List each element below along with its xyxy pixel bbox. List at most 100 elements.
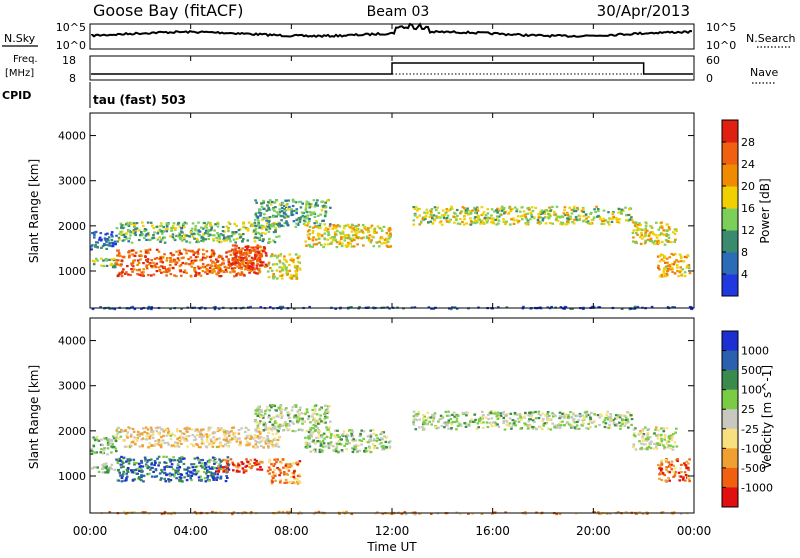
echo-cell [430, 423, 433, 426]
echo-cell [237, 428, 241, 432]
echo-cell [197, 221, 200, 224]
velocity-colorbar-frame [721, 330, 739, 508]
echo-cell [373, 446, 377, 449]
echo-cell [326, 428, 329, 431]
echo-cell [190, 463, 193, 466]
echo-cell [288, 253, 292, 256]
echo-cell [100, 448, 103, 451]
echo-cell [679, 255, 683, 258]
echo-cell [296, 265, 299, 268]
echo-cell [257, 414, 261, 417]
echo-cell [314, 225, 317, 228]
echo-cell [254, 446, 258, 449]
echo-cell [424, 419, 428, 422]
echo-cell [678, 253, 682, 256]
echo-cell [285, 260, 289, 263]
echo-cell [283, 255, 286, 258]
echo-cell [201, 269, 205, 273]
echo-cell [178, 225, 182, 228]
echo-cell [231, 231, 234, 234]
echo-cell [169, 235, 172, 238]
echo-cell [127, 224, 131, 227]
velocity-colorbar-segment [722, 487, 738, 508]
echo-cell [272, 464, 276, 468]
echo-cell [92, 445, 96, 448]
echo-cell [580, 210, 584, 213]
echo-cell [314, 203, 318, 206]
echo-cell [319, 222, 322, 225]
echo-cell [109, 466, 112, 469]
echo-cell [354, 225, 357, 228]
echo-cell [313, 417, 317, 420]
echo-cell [461, 411, 465, 414]
echo-cell [215, 470, 219, 473]
echo-cell [248, 249, 251, 252]
echo-cell [101, 471, 105, 474]
echo-cell [378, 240, 381, 243]
echo-cell [295, 218, 299, 221]
echo-cell [544, 222, 548, 225]
echo-cell [239, 248, 242, 251]
echo-cell [147, 307, 150, 310]
echo-cell [376, 241, 379, 244]
echo-cell [490, 425, 494, 428]
echo-cell [227, 432, 231, 435]
echo-cell [373, 445, 377, 448]
echo-cell [333, 231, 337, 234]
echo-cell [586, 220, 590, 223]
echo-cell [162, 430, 166, 433]
echo-cell [268, 199, 272, 202]
echo-cell [677, 275, 680, 278]
power-colorbar-segment [722, 186, 738, 209]
echo-cell [219, 442, 223, 445]
echo-cell [412, 410, 416, 413]
echo-cell [226, 430, 229, 433]
echo-cell [191, 262, 195, 265]
echo-cell [372, 438, 376, 441]
echo-cell [542, 417, 545, 421]
echo-cell [373, 231, 376, 234]
echo-cell [582, 418, 585, 421]
echo-cell [221, 257, 224, 260]
echo-cell [485, 221, 489, 224]
echo-cell [670, 266, 674, 270]
echo-cell [505, 220, 508, 223]
echo-cell [581, 424, 584, 427]
echo-cell [325, 410, 329, 413]
echo-cell [169, 307, 172, 310]
echo-cell [494, 424, 497, 427]
echo-cell [194, 225, 198, 228]
echo-cell [501, 412, 505, 415]
echo-cell [242, 221, 245, 224]
echo-cell [641, 512, 645, 515]
echo-cell [604, 219, 608, 222]
echo-cell [343, 224, 346, 228]
echo-cell [686, 474, 689, 477]
echo-cell [136, 433, 140, 436]
echo-cell [551, 205, 554, 209]
echo-cell [222, 458, 225, 462]
echo-cell [240, 427, 243, 430]
echo-cell [418, 426, 421, 429]
echo-cell [159, 478, 162, 481]
echo-cell [212, 268, 216, 271]
echo-cell [118, 431, 122, 434]
echo-cell [478, 218, 481, 221]
echo-cell [164, 480, 167, 483]
echo-cell [150, 430, 153, 433]
echo-cell [294, 225, 298, 228]
echo-cell [617, 511, 620, 514]
echo-cell [197, 240, 200, 244]
echo-cell [423, 420, 426, 423]
y-tick-label: 3000 [58, 380, 86, 393]
echo-cell [297, 413, 300, 416]
echo-cell [378, 245, 381, 248]
echo-cell [335, 241, 339, 244]
echo-cell [662, 233, 666, 237]
echo-cell [148, 435, 152, 438]
echo-cell [114, 242, 117, 245]
echo-cell [663, 255, 667, 258]
echo-cell [215, 445, 219, 449]
echo-cell [347, 235, 351, 238]
echo-cell [350, 429, 354, 432]
